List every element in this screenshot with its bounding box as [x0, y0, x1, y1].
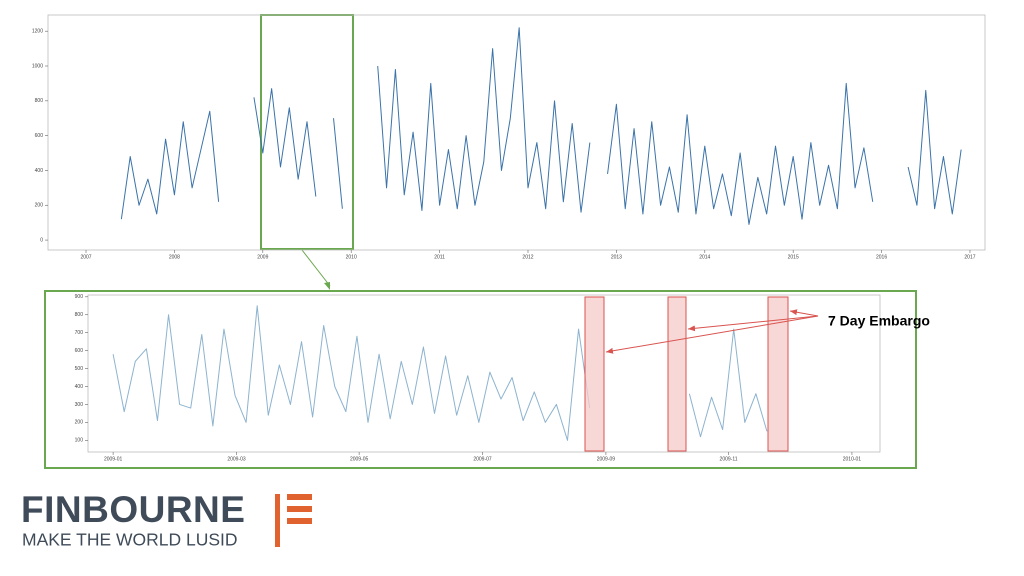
x-tick-label: 2011 — [434, 254, 445, 260]
y-tick-label: 700 — [75, 330, 84, 336]
x-tick-label: 2009-07 — [473, 456, 492, 462]
x-tick-label: 2017 — [964, 254, 975, 260]
logo-icon — [275, 494, 312, 547]
y-tick-label: 500 — [75, 366, 84, 372]
embargo-arrows — [605, 309, 819, 354]
plot-frame — [87, 294, 881, 453]
charts: 0 200 400 600 800 1000 1200 2007 2008 2009 2010 201… — [32, 14, 986, 462]
x-tick-label: 2012 — [522, 254, 533, 260]
x-tick-label: 2010 — [346, 254, 357, 260]
arrow — [789, 309, 819, 317]
x-tick-label: 2015 — [788, 254, 799, 260]
y-tick-label: 100 — [75, 438, 84, 444]
logo-tagline: MAKE THE WORLD LUSID — [22, 530, 238, 550]
x-tick-label: 2009 — [257, 254, 268, 260]
y-tick-label: 300 — [75, 402, 84, 408]
x-tick-label: 2014 — [699, 254, 710, 260]
x-tick-label: 2009-09 — [597, 456, 616, 462]
x-tick-label: 2016 — [876, 254, 887, 260]
x-tick-label: 2009-03 — [227, 456, 246, 462]
y-tick-label: 400 — [35, 168, 44, 174]
embargo-window — [584, 296, 605, 452]
y-tick-label: 1200 — [32, 29, 43, 35]
logo-name: FINBOURNE — [21, 489, 245, 530]
y-tick-label: 600 — [35, 133, 44, 139]
embargo-window — [667, 296, 687, 452]
y-tick-label: 800 — [75, 312, 84, 318]
y-tick-label: 400 — [75, 384, 84, 390]
y-tick-label: 200 — [35, 203, 44, 209]
x-tick-label: 2009-01 — [104, 456, 123, 462]
arrow — [687, 315, 819, 332]
zoom-box — [260, 14, 354, 250]
x-tick-label: 2007 — [80, 254, 91, 260]
series-line — [120, 27, 962, 225]
series-line — [112, 305, 768, 441]
zoom-panel — [44, 290, 917, 469]
y-tick-label: 0 — [40, 237, 43, 243]
x-tick-label: 2009-05 — [350, 456, 369, 462]
zoom-connector — [301, 249, 331, 287]
embargo-windows — [584, 296, 789, 452]
arrow — [605, 315, 819, 354]
embargo-window — [767, 296, 789, 452]
y-tick-label: 800 — [35, 98, 44, 104]
y-tick-label: 900 — [75, 294, 84, 300]
x-tick-label: 2008 — [169, 254, 180, 260]
x-tick-label: 2013 — [611, 254, 622, 260]
annotation: 7 Day Embargo — [828, 313, 930, 329]
zoom-arrowhead — [324, 282, 330, 290]
x-tick-label: 2009-11 — [720, 456, 738, 462]
x-tick-label: 2010-01 — [843, 456, 862, 462]
y-tick-label: 200 — [75, 420, 84, 426]
y-tick-label: 600 — [75, 348, 84, 354]
y-tick-label: 1000 — [32, 63, 43, 69]
plot-frame — [47, 14, 986, 251]
